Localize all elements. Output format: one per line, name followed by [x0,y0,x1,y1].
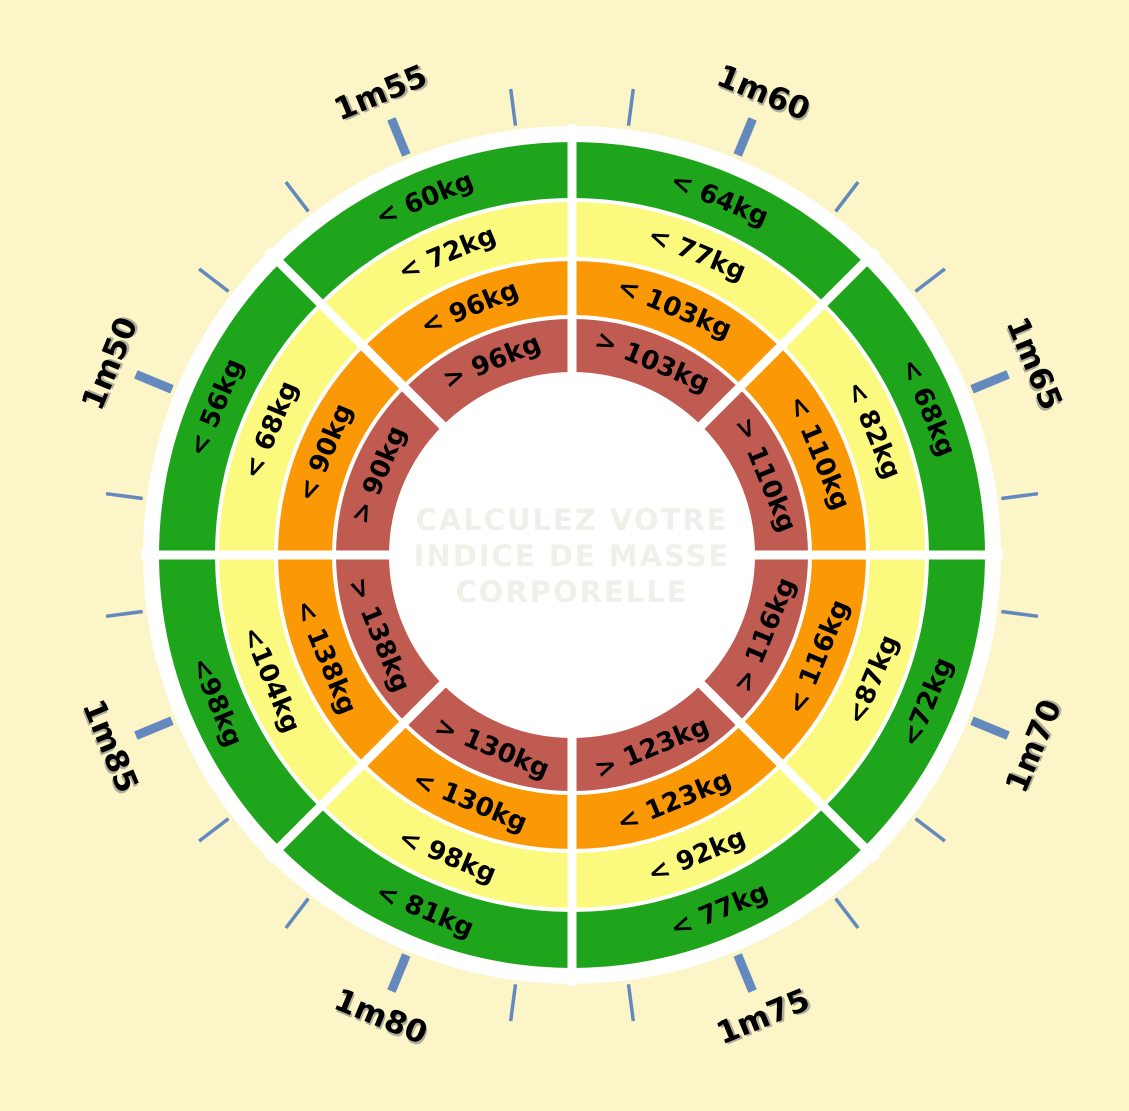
sector-divider [692,675,880,863]
tick-major [387,953,411,993]
segment-1m85-orange [278,555,403,763]
segment-1m80-green [280,807,572,968]
segment-1m80-red [405,684,572,791]
height-label-1m55: 1m55 [329,58,432,128]
tick-minor [1001,491,1039,501]
tick-minor [914,267,946,293]
segment-1m55-green [280,142,572,303]
height-label-1m85: 1m85 [75,695,145,798]
height-label-1m80: 1m80 [329,982,432,1052]
center-title-line: INDICE DE MASSE [414,539,731,573]
segment-1m60-orange [572,261,780,386]
segment-1m80-yellow [322,765,572,908]
height-label-1m70: 1m70 [999,695,1069,798]
tick-major [134,370,174,394]
height-label-1m50: 1m50 [75,312,145,415]
segment-1m50-green [159,263,320,555]
segment-1m50-yellow [219,305,362,555]
tick-major [970,370,1010,394]
tick-minor [1001,609,1039,619]
sector-divider [264,675,452,863]
center-title-line: CALCULEZ VOTRE [416,503,729,537]
segment-1m50-red [336,388,443,555]
segment-1m75-green [572,807,864,968]
segment-1m60-yellow [572,202,822,345]
tick-minor [198,267,230,293]
tick-minor [105,491,143,501]
segment-1m55-orange [364,261,572,386]
tick-minor [105,609,143,619]
segment-1m70-yellow [782,555,925,805]
center-title-line: CORPORELLE [455,575,688,609]
sector-divider [264,247,452,435]
tick-major [733,953,757,993]
segment-1m75-yellow [572,765,822,908]
height-label-1m75: 1m75 [712,982,815,1052]
tick-major [733,117,757,157]
segment-1m50-orange [278,347,403,555]
segment-1m70-orange [741,555,866,763]
segment-1m85-yellow [219,555,362,805]
tick-minor [284,181,310,213]
segment-1m55-yellow [322,202,572,345]
tick-minor [508,984,518,1022]
tick-minor [626,88,636,126]
segment-1m70-red [701,555,809,722]
segment-1m60-green [572,142,864,303]
segment-1m70-green [824,555,985,847]
segment-1m85-green [159,555,320,847]
segment-1m55-red [405,319,572,426]
height-label-1m65: 1m65 [999,312,1069,415]
height-label-1m60: 1m60 [712,58,815,128]
segment-1m75-orange [572,724,780,849]
tick-major [970,716,1010,740]
tick-minor [198,817,230,843]
tick-minor [914,817,946,843]
segment-1m85-red [336,555,443,722]
tick-major [387,117,411,157]
segment-1m75-red [572,684,739,791]
tick-major [134,716,174,740]
segment-1m65-green [824,263,985,555]
segment-1m80-orange [364,724,572,849]
segment-1m65-orange [741,347,866,555]
tick-minor [284,897,310,929]
segment-1m60-red [572,319,739,426]
tick-minor [834,181,860,213]
tick-minor [626,984,636,1022]
tick-minor [834,897,860,929]
tick-minor [508,88,518,126]
segment-1m65-red [701,388,808,555]
segment-1m65-yellow [782,305,925,555]
sector-divider [692,247,880,435]
